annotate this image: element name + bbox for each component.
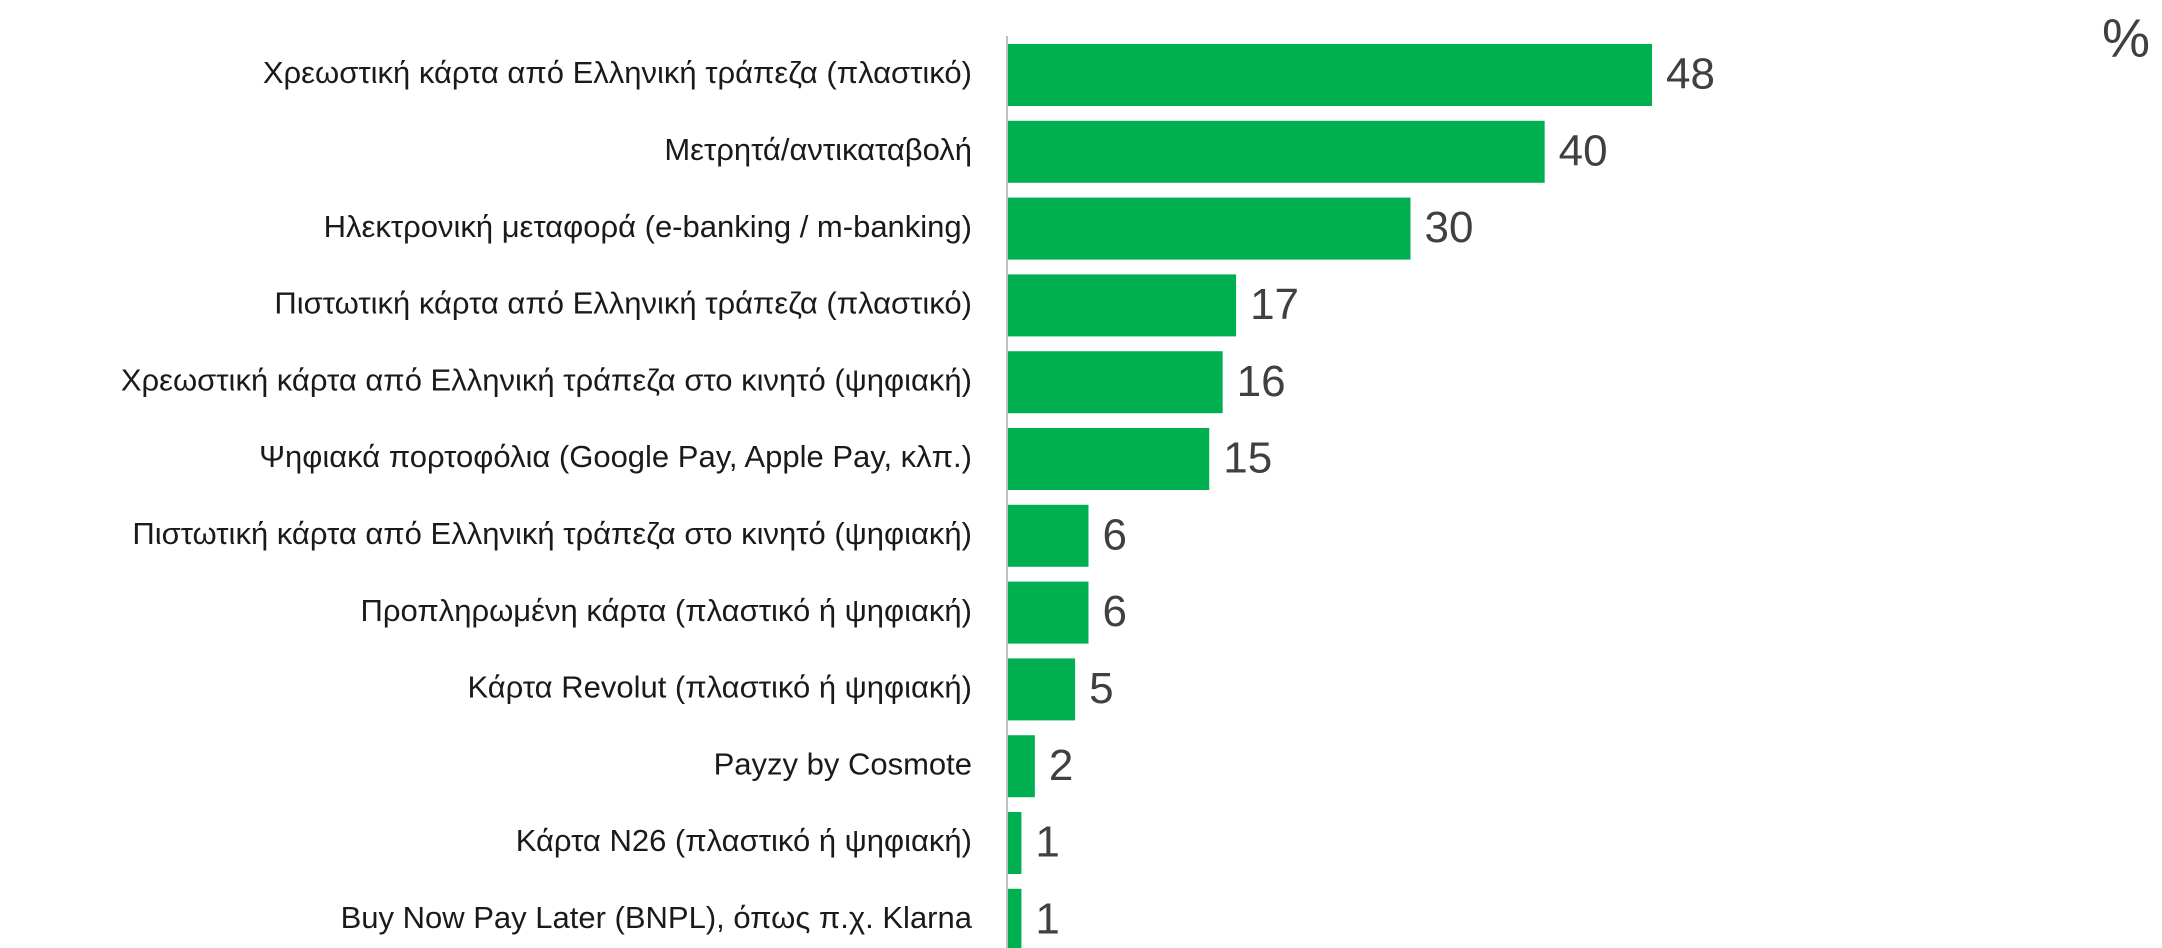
data-label: 15 [1223, 434, 1272, 483]
data-label: 17 [1250, 280, 1299, 329]
data-label: 1 [1035, 894, 1059, 943]
category-label: Payzy by Cosmote [714, 746, 972, 781]
bar [1008, 274, 1237, 337]
data-label: 30 [1425, 203, 1474, 252]
category-label: Ψηφιακά πορτοφόλια (Google Pay, Apple Pa… [259, 439, 972, 474]
data-label: 2 [1049, 741, 1073, 790]
bar [1008, 197, 1411, 260]
category-label: Χρεωστική κάρτα από Ελληνική τράπεζα στο… [121, 362, 972, 397]
category-label: Buy Now Pay Later (BNPL), όπως π.χ. Klar… [341, 900, 973, 935]
category-label: Πιστωτική κάρτα από Ελληνική τράπεζα στο… [132, 516, 972, 551]
category-label: Πιστωτική κάρτα από Ελληνική τράπεζα (πλ… [274, 286, 972, 321]
bar [1008, 581, 1089, 644]
data-label: 1 [1035, 818, 1059, 867]
bar [1008, 44, 1652, 106]
bar [1008, 812, 1022, 874]
data-label: 40 [1559, 126, 1608, 175]
category-label: Κάρτα N26 (πλαστικό ή ψηφιακή) [516, 823, 972, 858]
unit-label: % [2102, 8, 2150, 68]
bar [1008, 428, 1210, 490]
data-label: 6 [1103, 587, 1127, 636]
data-label: 16 [1237, 357, 1286, 406]
category-label: Ηλεκτρονική μεταφορά (e-banking / m-bank… [324, 209, 972, 244]
bar [1008, 735, 1035, 798]
category-label: Χρεωστική κάρτα από Ελληνική τράπεζα (πλ… [263, 55, 972, 90]
bar [1008, 504, 1089, 567]
bar [1008, 888, 1022, 948]
bar [1008, 351, 1223, 414]
data-label: 48 [1666, 50, 1715, 99]
category-label: Μετρητά/αντικαταβολή [664, 132, 972, 167]
category-label: Προπληρωμένη κάρτα (πλαστικό ή ψηφιακή) [361, 593, 972, 628]
category-label: Κάρτα Revolut (πλαστικό ή ψηφιακή) [467, 670, 972, 705]
bar [1008, 120, 1545, 183]
data-label: 6 [1103, 510, 1127, 559]
bar [1008, 658, 1076, 721]
data-label: 5 [1089, 664, 1113, 713]
